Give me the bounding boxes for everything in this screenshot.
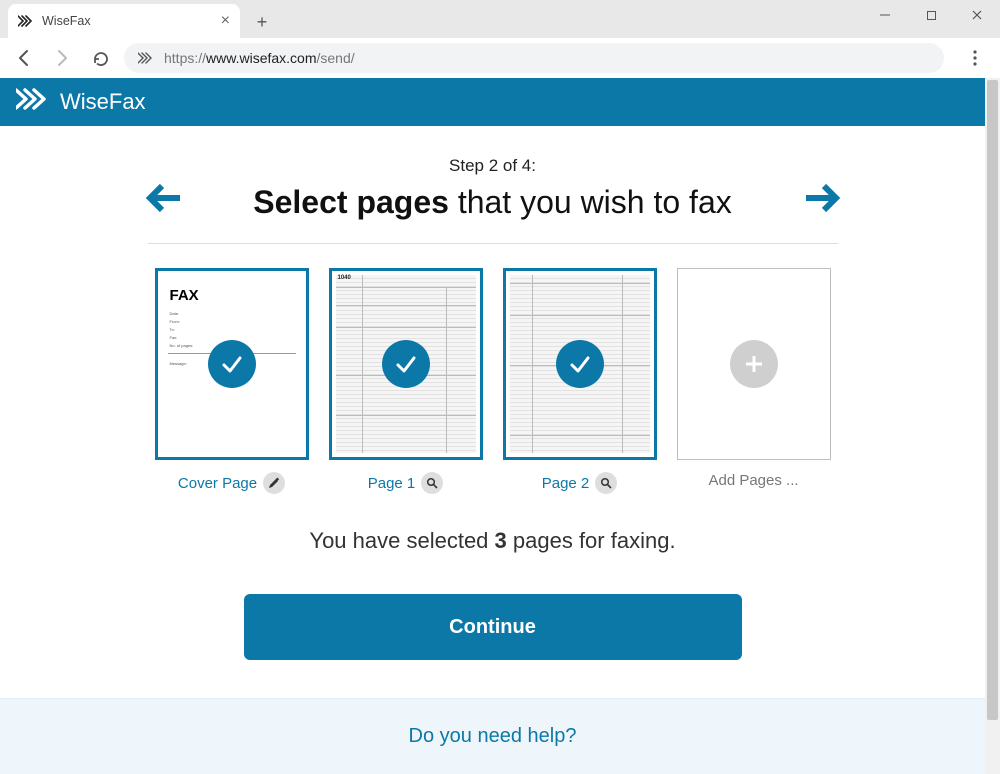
page-thumb-cover[interactable]: FAX Date:From:To:Fax:No. of pages: Messa… — [155, 268, 309, 460]
zoom-page-button[interactable] — [595, 472, 617, 494]
page-label[interactable]: Page 1 — [368, 475, 416, 492]
magnifier-icon — [600, 477, 612, 489]
browser-toolbar: https://www.wisefax.com/send/ — [0, 38, 1000, 78]
page-label-row: Page 1 — [368, 472, 444, 494]
zoom-page-button[interactable] — [421, 472, 443, 494]
app-logo[interactable]: WiseFax — [16, 88, 146, 116]
step-header: Step 2 of 4: Select pages that you wish … — [148, 156, 838, 221]
step-title-bold: Select pages — [253, 184, 449, 220]
add-pages-thumb[interactable] — [677, 268, 831, 460]
summary-count: 3 — [495, 528, 507, 553]
url-path: /send/ — [317, 50, 355, 66]
continue-button[interactable]: Continue — [244, 594, 742, 660]
add-pages-label[interactable]: Add Pages ... — [708, 472, 798, 489]
page-label-row: Add Pages ... — [708, 472, 798, 489]
page-label[interactable]: Page 2 — [542, 475, 590, 492]
site-identity-icon — [138, 50, 154, 66]
page-card-2: Page 2 — [503, 268, 657, 494]
browser-chrome: WiseFax × + https://www.wisefax.com/send… — [0, 0, 1000, 78]
divider — [148, 243, 838, 244]
browser-tab[interactable]: WiseFax × — [8, 4, 240, 38]
step-indicator: Step 2 of 4: — [148, 156, 838, 176]
wisefax-favicon-icon — [18, 13, 34, 29]
edit-cover-button[interactable] — [263, 472, 285, 494]
app-brand-text: WiseFax — [60, 89, 146, 115]
pencil-icon — [268, 477, 280, 489]
nav-back-button[interactable] — [10, 44, 38, 72]
scrollbar[interactable] — [985, 78, 1000, 774]
page-label-row: Cover Page — [178, 472, 285, 494]
app-header: WiseFax — [0, 78, 1000, 126]
tab-strip: WiseFax × + — [0, 0, 1000, 38]
page-card-cover: FAX Date:From:To:Fax:No. of pages: Messa… — [155, 268, 309, 494]
page-card-add: Add Pages ... — [677, 268, 831, 494]
step-next-button[interactable] — [802, 178, 842, 218]
nav-forward-button[interactable] — [48, 44, 76, 72]
help-bar[interactable]: Do you need help? — [0, 698, 985, 774]
wisefax-logo-icon — [16, 88, 50, 116]
help-text: Do you need help? — [409, 725, 577, 748]
page-label[interactable]: Cover Page — [178, 475, 257, 492]
window-maximize-button[interactable] — [908, 0, 954, 30]
address-bar[interactable]: https://www.wisefax.com/send/ — [124, 43, 944, 73]
selected-check-icon — [208, 340, 256, 388]
browser-menu-button[interactable] — [960, 43, 990, 73]
cover-thumb-heading: FAX — [170, 287, 199, 304]
tab-title: WiseFax — [42, 14, 91, 28]
tab-close-button[interactable]: × — [221, 12, 230, 30]
page-card-1: 1040 Page 1 — [329, 268, 483, 494]
page-viewport: WiseFax Step 2 of 4: Select pages that y… — [0, 78, 1000, 774]
window-minimize-button[interactable] — [862, 0, 908, 30]
summary-suffix: pages for faxing. — [507, 528, 676, 553]
url-host: www.wisefax.com — [206, 50, 316, 66]
main-content: Step 2 of 4: Select pages that you wish … — [0, 126, 985, 660]
magnifier-icon — [426, 477, 438, 489]
url-scheme: https:// — [164, 50, 206, 66]
window-controls — [862, 0, 1000, 30]
step-prev-button[interactable] — [144, 178, 184, 218]
summary-prefix: You have selected — [309, 528, 494, 553]
step-title-rest: that you wish to fax — [449, 184, 732, 220]
new-tab-button[interactable]: + — [248, 8, 276, 36]
step-title: Select pages that you wish to fax — [148, 184, 838, 221]
plus-icon — [730, 340, 778, 388]
window-close-button[interactable] — [954, 0, 1000, 30]
selected-check-icon — [556, 340, 604, 388]
selected-check-icon — [382, 340, 430, 388]
pages-row: FAX Date:From:To:Fax:No. of pages: Messa… — [155, 268, 831, 494]
page-thumb-1[interactable]: 1040 — [329, 268, 483, 460]
scrollbar-thumb[interactable] — [987, 80, 998, 720]
nav-reload-button[interactable] — [86, 44, 114, 72]
page-label-row: Page 2 — [542, 472, 618, 494]
selection-summary: You have selected 3 pages for faxing. — [309, 528, 675, 554]
page-thumb-2[interactable] — [503, 268, 657, 460]
